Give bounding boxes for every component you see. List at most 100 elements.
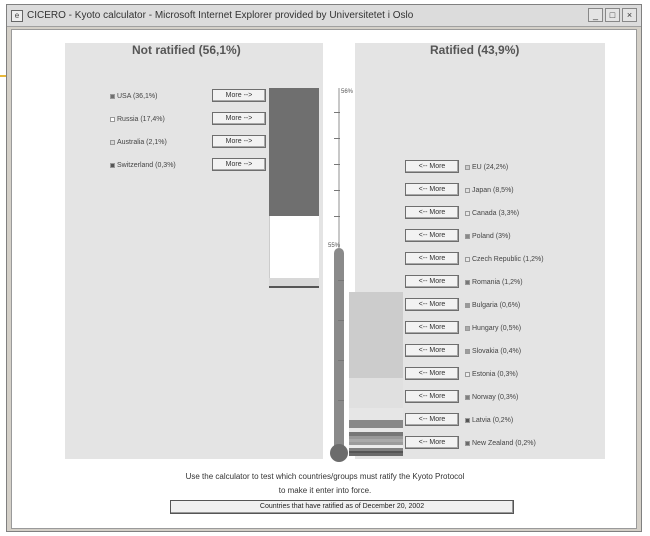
maximize-button[interactable]: □ (605, 8, 620, 22)
japan-bar (349, 378, 403, 408)
poland-label: Poland (3%) (472, 232, 511, 240)
bulgaria-swatch (465, 302, 470, 308)
gauge-tick (334, 164, 340, 165)
ie-icon: e (11, 9, 23, 22)
slovakia-swatch (465, 348, 470, 354)
close-button[interactable]: × (622, 8, 637, 22)
bulgaria-more-button[interactable]: <-- More (405, 298, 459, 311)
czech-republic-label: Czech Republic (1,2%) (472, 255, 544, 263)
legend-russia: Russia (17,4%) (110, 114, 165, 124)
czech-republic-more-button[interactable]: <-- More (405, 252, 459, 265)
romania-label: Romania (1,2%) (472, 278, 523, 286)
window-controls: _ □ × (588, 8, 637, 22)
estonia-swatch (465, 371, 470, 377)
gauge-tick (334, 112, 340, 113)
usa-label: USA (36,1%) (117, 92, 158, 100)
browser-window: e CICERO - Kyoto calculator - Microsoft … (6, 4, 642, 532)
usa-bar (269, 88, 319, 216)
poland-bar (349, 420, 403, 428)
title-bar: e CICERO - Kyoto calculator - Microsoft … (7, 5, 641, 27)
romania-swatch (465, 279, 470, 285)
japan-label: Japan (8,5%) (472, 186, 514, 194)
ratified-countries-button[interactable]: Countries that have ratified as of Decem… (170, 500, 514, 514)
russia-swatch (110, 116, 115, 122)
legend-norway: Norway (0,3%) (465, 392, 518, 402)
japan-swatch (465, 187, 470, 193)
gauge-tick (334, 216, 340, 217)
new-zealand-swatch (465, 440, 470, 446)
slovakia-more-button[interactable]: <-- More (405, 344, 459, 357)
minimize-button[interactable]: _ (588, 8, 603, 22)
legend-latvia: Latvia (0,2%) (465, 415, 513, 425)
czech-republic-swatch (465, 256, 470, 262)
norway-swatch (465, 394, 470, 400)
eu-more-button[interactable]: <-- More (405, 160, 459, 173)
norway-bar (349, 448, 403, 451)
new-zealand-label: New Zealand (0,2%) (472, 439, 536, 447)
gauge-track-upper (338, 88, 340, 248)
eu-bar (349, 292, 403, 378)
romania-bar (349, 432, 403, 436)
usa-more-button[interactable]: More --> (212, 89, 266, 102)
not-ratified-heading: Not ratified (56,1%) (132, 43, 241, 57)
canada-label: Canada (3,3%) (472, 209, 520, 217)
new-zealand-more-button[interactable]: <-- More (405, 436, 459, 449)
bulgaria-label: Bulgaria (0,6%) (472, 301, 521, 309)
estonia-label: Estonia (0,3%) (472, 370, 518, 378)
caption-line-2: to make it enter into force. (278, 486, 372, 495)
gauge-tick (338, 360, 344, 361)
australia-swatch (110, 139, 115, 145)
switzerland-bar (269, 286, 319, 288)
kyoto-calculator: Not ratified (56,1%) Ratified (43,9%) US… (11, 29, 637, 529)
estonia-bar (349, 445, 403, 448)
slovakia-label: Slovakia (0,4%) (472, 347, 522, 355)
australia-more-button[interactable]: More --> (212, 135, 266, 148)
latvia-label: Latvia (0,2%) (472, 416, 514, 424)
bulgaria-bar (349, 436, 403, 439)
hungary-more-button[interactable]: <-- More (405, 321, 459, 334)
gauge-bulb (330, 444, 348, 462)
latvia-more-button[interactable]: <-- More (405, 413, 459, 426)
eu-label: EU (24,2%) (472, 163, 509, 171)
ratified-heading: Ratified (43,9%) (430, 43, 520, 57)
gauge-mid-label: 55% (328, 243, 341, 249)
eu-swatch (465, 164, 470, 170)
russia-more-button[interactable]: More --> (212, 112, 266, 125)
legend-hungary: Hungary (0,5%) (465, 323, 521, 333)
gauge-tick (338, 320, 344, 321)
norway-label: Norway (0,3%) (472, 393, 519, 401)
gauge-tick (338, 280, 344, 281)
legend-bulgaria: Bulgaria (0,6%) (465, 300, 520, 310)
legend-australia: Australia (2,1%) (110, 137, 167, 147)
hungary-bar (349, 439, 403, 442)
romania-more-button[interactable]: <-- More (405, 275, 459, 288)
russia-bar (269, 216, 319, 278)
legend-slovakia: Slovakia (0,4%) (465, 346, 521, 356)
norway-more-button[interactable]: <-- More (405, 390, 459, 403)
australia-label: Australia (2,1%) (117, 138, 167, 146)
canada-bar (349, 408, 403, 420)
switzerland-swatch (110, 162, 115, 168)
legend-romania: Romania (1,2%) (465, 277, 523, 287)
legend-new-zealand: New Zealand (0,2%) (465, 438, 536, 448)
switzerland-more-button[interactable]: More --> (212, 158, 266, 171)
legend-estonia: Estonia (0,3%) (465, 369, 518, 379)
gauge-tick (334, 190, 340, 191)
gauge-fill (334, 248, 344, 454)
usa-swatch (110, 93, 115, 99)
legend-switzerland: Switzerland (0,3%) (110, 160, 176, 170)
czech-republic-bar (349, 428, 403, 432)
estonia-more-button[interactable]: <-- More (405, 367, 459, 380)
poland-more-button[interactable]: <-- More (405, 229, 459, 242)
legend-japan: Japan (8,5%) (465, 185, 514, 195)
latvia-bar (349, 451, 403, 453)
latvia-swatch (465, 417, 470, 423)
caption-line-1: Use the calculator to test which countri… (185, 472, 465, 481)
poland-swatch (465, 233, 470, 239)
legend-eu: EU (24,2%) (465, 162, 508, 172)
canada-swatch (465, 210, 470, 216)
canada-more-button[interactable]: <-- More (405, 206, 459, 219)
japan-more-button[interactable]: <-- More (405, 183, 459, 196)
legend-usa: USA (36,1%) (110, 91, 157, 101)
legend-canada: Canada (3,3%) (465, 208, 519, 218)
